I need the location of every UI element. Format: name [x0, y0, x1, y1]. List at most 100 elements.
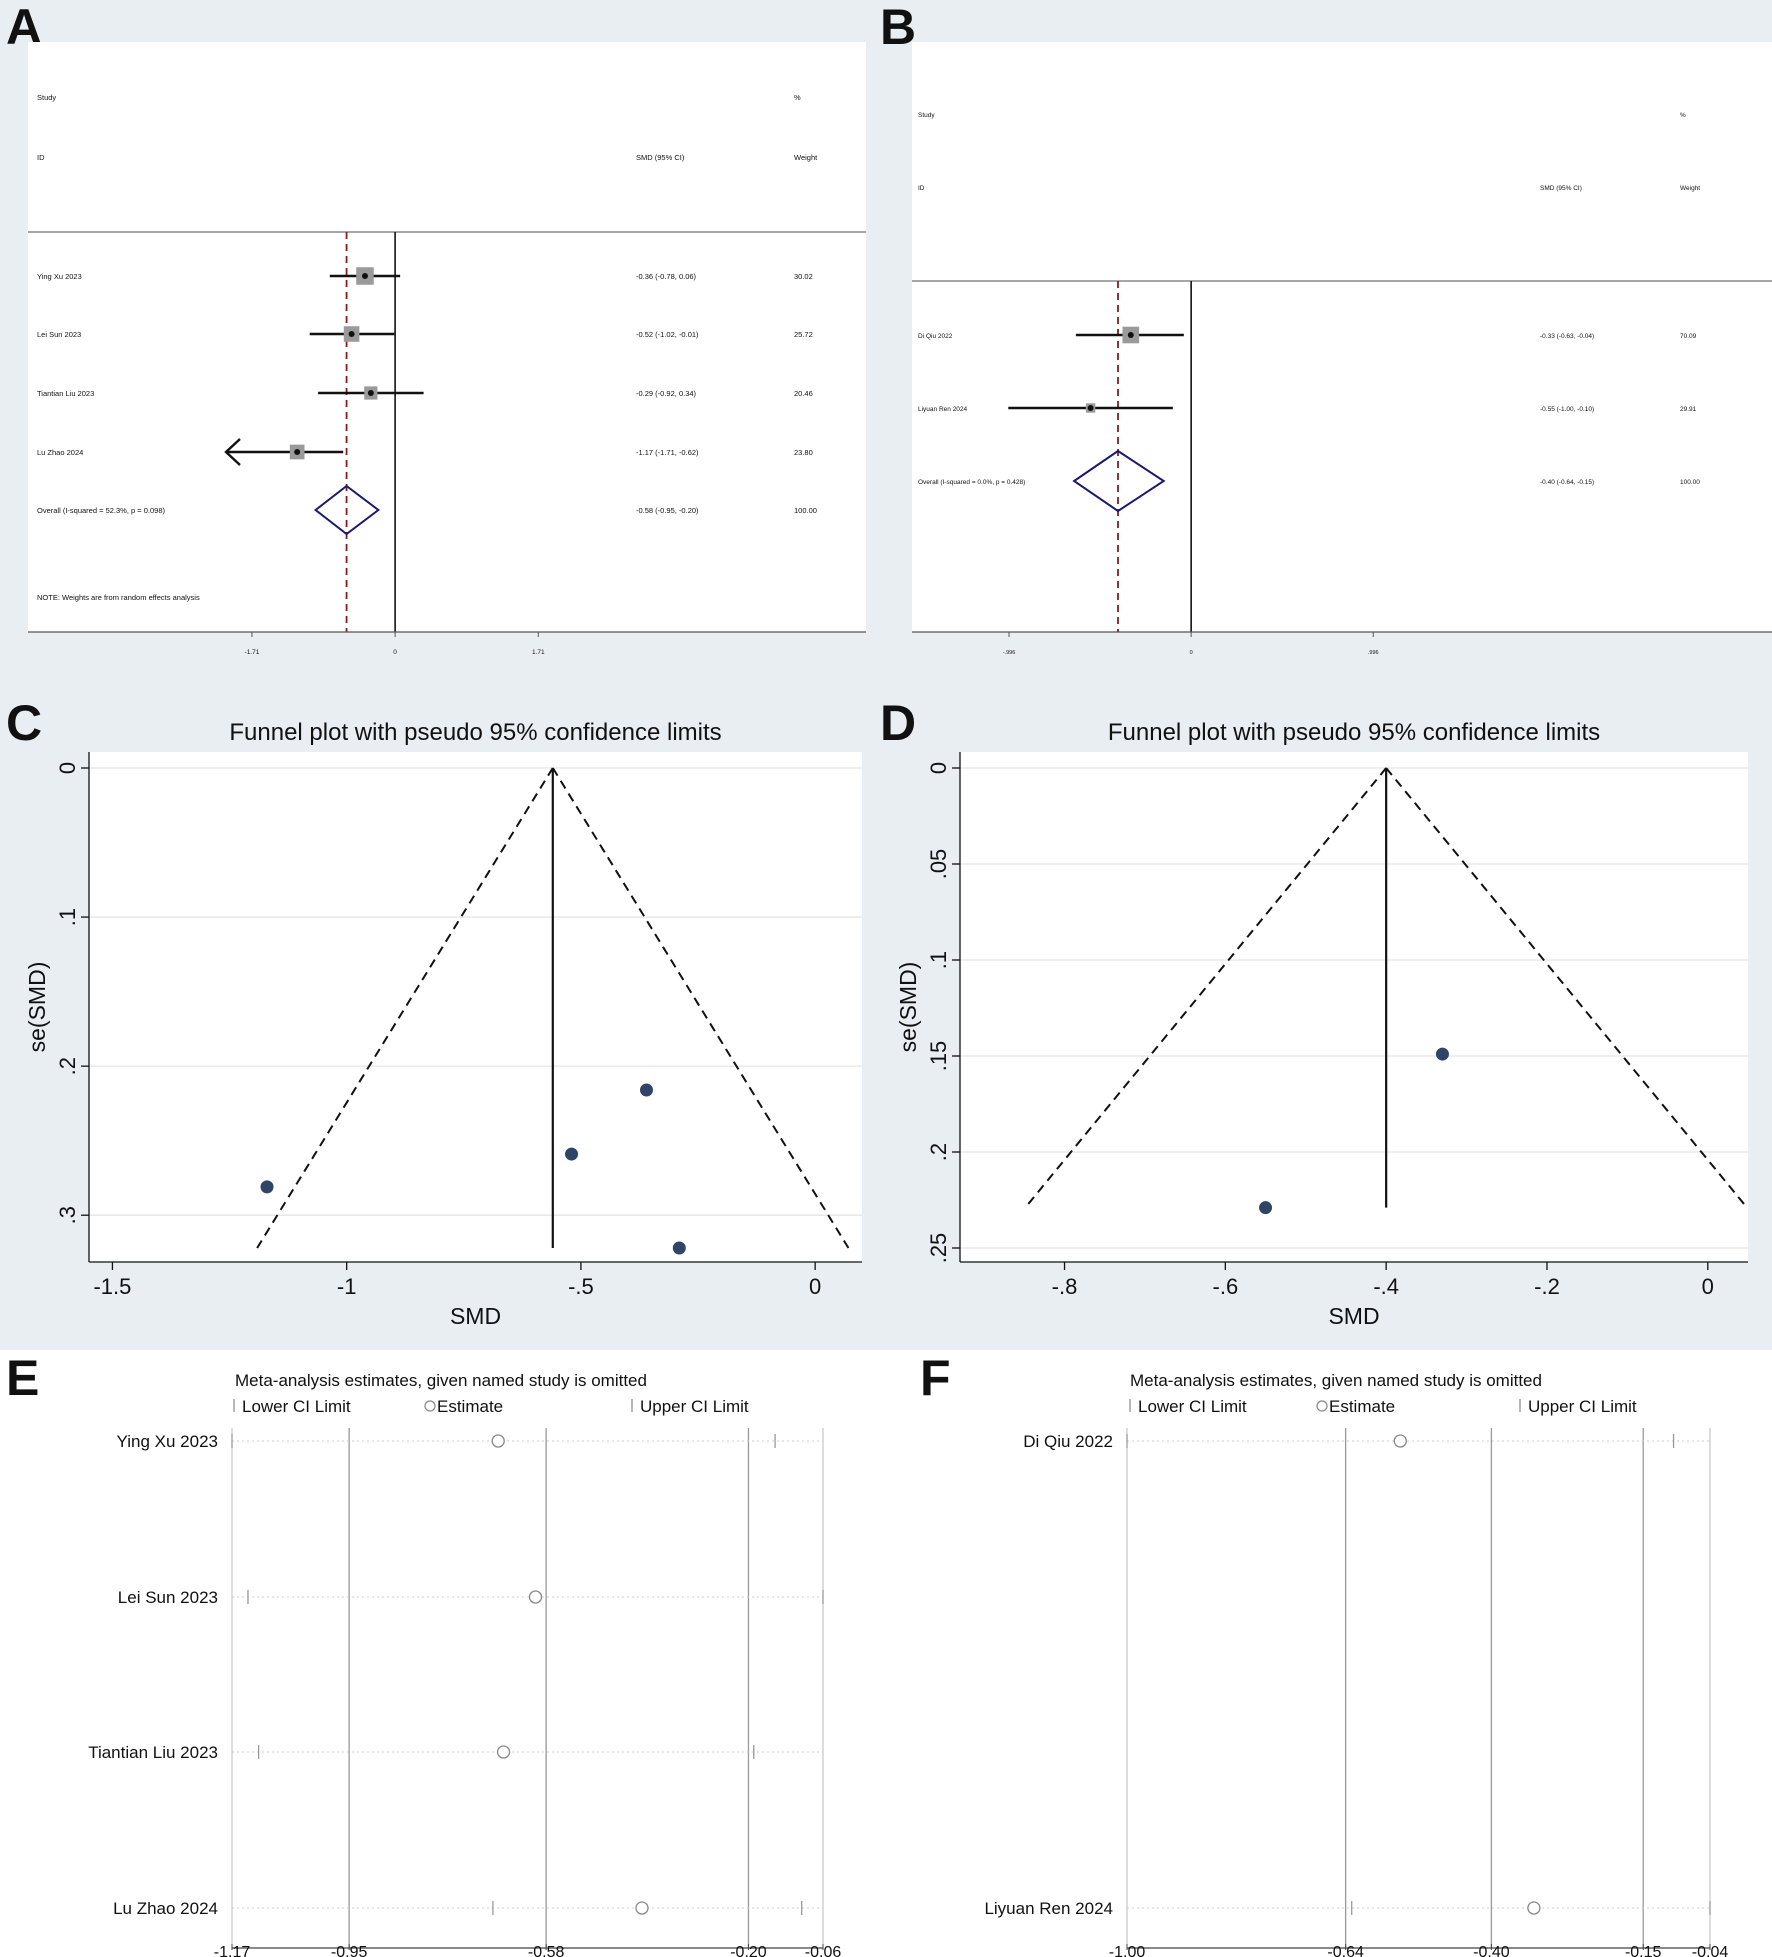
study-point-estimate	[361, 273, 368, 279]
study-weight: 29.91	[1680, 406, 1697, 413]
header-id: ID	[37, 153, 45, 162]
plot-panel	[912, 42, 1772, 632]
estimate-mark	[528, 1590, 543, 1604]
study-point	[1259, 1201, 1273, 1215]
study-label: Liyuan Ren 2024	[918, 406, 968, 413]
y-tick-label: 0	[55, 762, 80, 774]
pseudo-ci-left	[1024, 767, 1387, 1209]
estimate-mark	[1393, 1434, 1407, 1448]
omitted-study-label: Ying Xu 2023	[117, 1432, 218, 1451]
x-tick-label: -.996	[1003, 650, 1016, 656]
y-tick-label: .2	[926, 1143, 951, 1161]
x-tick-label: -0.15	[1625, 1944, 1662, 1957]
x-tick-label: -0.64	[1327, 1944, 1364, 1957]
study-label: Lei Sun 2023	[37, 330, 81, 339]
study-ci-text: -0.36 (-0.78, 0.06)	[636, 272, 697, 281]
omitted-study-row: Ying Xu 2023	[117, 1432, 823, 1451]
y-tick-label: .1	[55, 908, 80, 926]
omitted-study-row: Liyuan Ren 2024	[984, 1899, 1711, 1918]
study-row: Liyuan Ren 2024 -0.55 (-1.00, -0.10) 29.91	[918, 403, 1697, 413]
omitted-study-row: Lei Sun 2023	[118, 1588, 824, 1607]
estimate-legend-mark	[424, 1400, 436, 1412]
overall-label: Overall (I-squared = 0.0%, p = 0.428)	[918, 479, 1025, 486]
study-row: Tiantian Liu 2023 -0.29 (-0.92, 0.34) 20.4…	[37, 386, 813, 400]
upper-ci-legend: Upper CI Limit	[640, 1397, 749, 1416]
omitted-study-label: Liyuan Ren 2024	[984, 1899, 1113, 1918]
omitted-study-row: Lu Zhao 2024	[113, 1899, 823, 1918]
y-tick-label: .25	[926, 1233, 951, 1264]
x-tick-label: -.6	[1213, 1274, 1239, 1299]
pseudo-ci-right	[1385, 767, 1748, 1209]
y-tick-label: .2	[55, 1057, 80, 1075]
header-effect: SMD (95% CI)	[636, 153, 685, 162]
panel-letter-d: D	[880, 695, 916, 751]
study-point-estimate	[1127, 332, 1134, 338]
funnel-plot-d: 0 .05 .1 .15 .2 .25 -.8 -.6 -.4 -.2 0 SMD se(SMD) Fun…	[895, 719, 1748, 1329]
overall-ci-text: -0.58 (-0.95, -0.20)	[636, 506, 699, 515]
x-tick-label: -1.17	[214, 1944, 251, 1957]
estimate-mark	[1527, 1901, 1541, 1915]
pseudo-ci-left	[256, 767, 554, 1249]
x-tick-label: -1.00	[1109, 1944, 1146, 1957]
estimate-legend-mark	[1316, 1400, 1328, 1412]
plot-panel	[28, 42, 866, 632]
sensitivity-plot-e: Meta-analysis estimates, given named stu…	[88, 1371, 841, 1957]
omitted-study-label: Tiantian Liu 2023	[88, 1743, 218, 1762]
study-weight: 23.80	[794, 448, 813, 457]
omitted-study-label: Lu Zhao 2024	[113, 1899, 218, 1918]
omitted-study-row: Tiantian Liu 2023	[88, 1743, 823, 1762]
funnel-title: Funnel plot with pseudo 95% confidence l…	[229, 719, 721, 746]
study-ci-text: -0.55 (-1.00, -0.10)	[1540, 406, 1594, 413]
funnel-plot-c: 0 .1 .2 .3 -1.5 -1 -.5 0 SMD se(SMD) Funnel plot w…	[24, 719, 862, 1329]
x-tick-label: -.2	[1534, 1274, 1560, 1299]
x-axis-label: SMD	[1328, 1303, 1379, 1329]
study-ci-text: -0.52 (-1.02, -0.01)	[636, 330, 699, 339]
estimate-mark	[496, 1745, 511, 1759]
study-row: Lu Zhao 2024 -1.17 (-1.71, -0.62) 23.80	[37, 438, 813, 466]
header-weight: Weight	[794, 153, 818, 162]
estimate-mark	[491, 1434, 505, 1448]
study-ci-text: -1.17 (-1.71, -0.62)	[636, 448, 699, 457]
study-row: Lei Sun 2023 -0.52 (-1.02, -0.01) 25.72	[37, 326, 813, 342]
lower-ci-legend: Lower CI Limit	[1138, 1397, 1247, 1416]
study-point	[260, 1180, 274, 1194]
header-percent: %	[1680, 112, 1686, 119]
x-tick-label: -1	[337, 1274, 357, 1299]
study-point	[565, 1147, 579, 1161]
overall-diamond	[313, 484, 381, 536]
overall-label: Overall (I-squared = 52.3%, p = 0.098)	[37, 506, 165, 515]
y-tick-label: .1	[926, 951, 951, 969]
panel-letter-c: C	[6, 695, 42, 751]
x-tick-label: -0.04	[1692, 1944, 1729, 1957]
estimate-legend: Estimate	[437, 1397, 503, 1416]
study-point	[639, 1083, 653, 1097]
lower-ci-legend: Lower CI Limit	[242, 1397, 351, 1416]
header-study: Study	[918, 112, 935, 119]
header-effect: SMD (95% CI)	[1540, 185, 1582, 192]
x-tick-label: -.8	[1052, 1274, 1078, 1299]
study-point-estimate	[1087, 405, 1094, 411]
study-point-estimate	[367, 390, 374, 396]
study-point-estimate	[348, 331, 355, 337]
x-tick-label: -0.58	[528, 1944, 565, 1957]
ci-arrow-left	[224, 438, 241, 466]
plot-area	[89, 752, 862, 1262]
header-id: ID	[918, 185, 925, 192]
study-label: Lu Zhao 2024	[37, 448, 83, 457]
sensitivity-title: Meta-analysis estimates, given named stu…	[235, 1371, 647, 1390]
x-tick-label: -1.71	[245, 649, 260, 656]
x-tick-label: -0.06	[805, 1944, 842, 1957]
forest-plot-b: Study % ID SMD (95% CI) Weight -.996 0 .996 Di Q…	[912, 42, 1772, 656]
header-study: Study	[37, 93, 56, 102]
study-weight: 30.02	[794, 272, 813, 281]
study-point	[1435, 1047, 1449, 1061]
x-tick-label: 0	[1702, 1274, 1714, 1299]
study-label: Ying Xu 2023	[37, 272, 82, 281]
sensitivity-plot-f: Meta-analysis estimates, given named stu…	[984, 1371, 1728, 1957]
study-point-estimate	[294, 449, 301, 455]
study-ci-text: -0.33 (-0.63, -0.04)	[1540, 333, 1594, 340]
overall-ci-text: -0.40 (-0.64, -0.15)	[1540, 479, 1594, 486]
panel-letter-f: F	[920, 1350, 951, 1406]
weights-note: NOTE: Weights are from random effects an…	[37, 593, 200, 602]
